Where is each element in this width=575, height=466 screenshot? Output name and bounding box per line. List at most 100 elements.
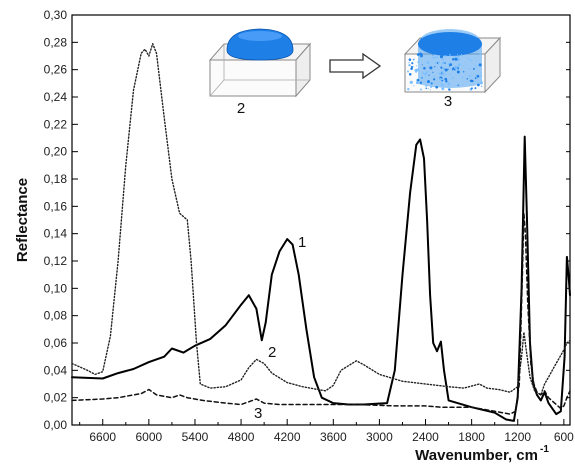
- water-speckle: [439, 55, 444, 59]
- x-tick-label: 1800: [458, 430, 485, 444]
- water-speckle: [438, 72, 442, 76]
- water-speckle: [421, 64, 423, 66]
- x-tick-label: 600: [554, 430, 574, 444]
- curve-2-annotation: 2: [268, 344, 276, 361]
- x-axis-ticks: 6600 6000 5400 4800 4200 3600 3000 2400 1800 1200…: [79, 419, 574, 444]
- sample-2-label: 2: [237, 100, 245, 117]
- water-speckle: [442, 58, 445, 61]
- water-speckle: [447, 63, 450, 65]
- water-speckle: [409, 80, 413, 84]
- y-tick-label: 0,30: [44, 8, 68, 22]
- water-speckle: [449, 63, 453, 66]
- water-speckle: [447, 82, 451, 86]
- water-speckle: [423, 66, 426, 70]
- water-speckle: [474, 65, 477, 68]
- sample-3-box: [403, 29, 502, 94]
- y-tick-label: 0,16: [44, 199, 68, 213]
- water-speckle: [408, 64, 411, 67]
- y-tick-label: 0,20: [44, 145, 68, 159]
- x-tick-label: 1200: [504, 430, 531, 444]
- water-speckle: [448, 88, 451, 91]
- water-speckle: [421, 76, 423, 79]
- water-speckle: [429, 89, 431, 91]
- water-speckle: [411, 62, 414, 65]
- y-tick-label: 0,26: [44, 63, 68, 77]
- water-speckle: [432, 71, 434, 73]
- sample-2-box: [208, 28, 312, 98]
- transition-arrow: [329, 52, 382, 80]
- water-speckle: [460, 53, 463, 56]
- water-speckle: [441, 61, 445, 65]
- water-speckle: [474, 87, 477, 90]
- water-speckle: [435, 56, 438, 59]
- water-speckle: [457, 84, 459, 87]
- water-speckle: [413, 85, 415, 87]
- curve-3-annotation: 3: [254, 405, 262, 422]
- water-speckle: [432, 56, 436, 60]
- water-speckle: [457, 63, 461, 67]
- water-speckle: [447, 87, 449, 89]
- water-speckle: [408, 73, 412, 76]
- water-speckle: [437, 63, 439, 65]
- water-speckle: [462, 70, 465, 73]
- water-speckle: [441, 72, 445, 76]
- y-axis-ticks: 0,00 0,02 0,04 0,06 0,08 0,10 0,12 0,14 0,16 0,18…: [44, 8, 570, 432]
- y-axis-label: Reflectance: [14, 178, 31, 262]
- x-tick-label: 5400: [182, 430, 209, 444]
- water-speckle: [437, 61, 440, 63]
- water-speckle: [457, 53, 459, 55]
- x-tick-label: 6600: [89, 430, 116, 444]
- water-speckle: [434, 62, 437, 64]
- water-speckle: [416, 81, 419, 85]
- x-axis-label: Wavenumber, cm: [415, 447, 538, 464]
- plot-frame: [71, 14, 571, 426]
- water-speckle: [476, 74, 480, 78]
- water-speckle: [415, 65, 418, 67]
- x-axis-label-superscript: -1: [540, 444, 549, 455]
- water-speckle: [419, 52, 423, 56]
- curve-1-annotation: 1: [298, 234, 306, 251]
- water-speckle: [422, 72, 425, 74]
- water-speckle: [419, 81, 423, 84]
- water-speckle: [428, 74, 430, 76]
- water-speckle: [470, 87, 473, 90]
- water-speckle: [433, 78, 436, 81]
- y-tick-label: 0,06: [44, 336, 68, 350]
- y-tick-label: 0,18: [44, 172, 68, 186]
- water-speckle: [417, 61, 420, 64]
- y-tick-label: 0,24: [44, 90, 68, 104]
- inset-illustration: 2 3: [208, 28, 502, 117]
- water-speckle: [472, 67, 475, 70]
- water-speckle: [439, 77, 442, 81]
- x-tick-label: 4800: [228, 430, 255, 444]
- water-speckle: [429, 66, 433, 70]
- water-speckle: [466, 78, 469, 80]
- series-line-3: [71, 212, 571, 415]
- water-speckle: [447, 68, 449, 70]
- water-speckle: [412, 59, 414, 61]
- water-speckle: [480, 71, 482, 74]
- water-speckle: [432, 54, 434, 56]
- y-tick-label: 0,28: [44, 35, 68, 49]
- water-speckle: [425, 84, 428, 87]
- water-speckle: [477, 83, 480, 87]
- water-speckle: [425, 87, 428, 89]
- water-speckle: [427, 80, 430, 84]
- water-speckle: [419, 88, 422, 91]
- y-tick-label: 0,10: [44, 281, 68, 295]
- water-speckle: [444, 68, 448, 72]
- water-speckle: [416, 53, 420, 56]
- x-tick-label: 3600: [320, 430, 347, 444]
- water-speckle: [435, 85, 439, 89]
- water-speckle: [478, 63, 482, 67]
- y-tick-label: 0,12: [44, 254, 68, 268]
- water-speckle: [445, 80, 448, 83]
- series-layer: [71, 43, 571, 422]
- water-speckle: [440, 66, 443, 69]
- water-speckle: [462, 64, 464, 67]
- x-tick-label: 3000: [366, 430, 393, 444]
- water-speckle: [418, 59, 421, 61]
- water-speckle: [454, 57, 458, 61]
- y-tick-label: 0,22: [44, 117, 68, 131]
- water-speckle: [444, 55, 447, 57]
